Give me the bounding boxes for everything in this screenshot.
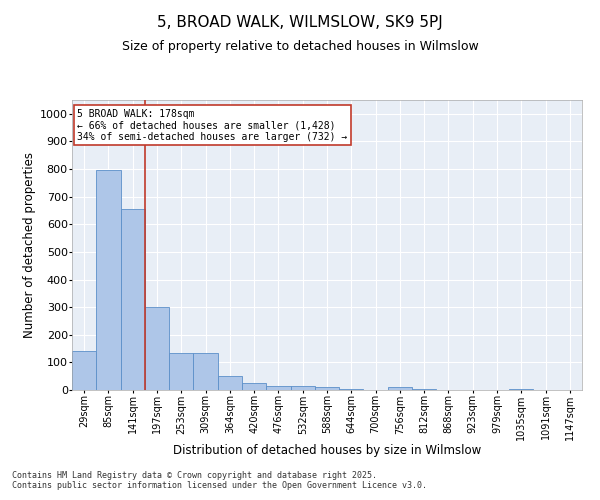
Bar bbox=[169, 352, 193, 390]
Bar bbox=[388, 387, 412, 390]
Bar bbox=[509, 388, 533, 390]
Bar bbox=[339, 388, 364, 390]
Text: 5, BROAD WALK, WILMSLOW, SK9 5PJ: 5, BROAD WALK, WILMSLOW, SK9 5PJ bbox=[157, 15, 443, 30]
X-axis label: Distribution of detached houses by size in Wilmslow: Distribution of detached houses by size … bbox=[173, 444, 481, 456]
Y-axis label: Number of detached properties: Number of detached properties bbox=[23, 152, 35, 338]
Bar bbox=[218, 376, 242, 390]
Bar bbox=[266, 386, 290, 390]
Bar bbox=[72, 352, 96, 390]
Text: 5 BROAD WALK: 178sqm
← 66% of detached houses are smaller (1,428)
34% of semi-de: 5 BROAD WALK: 178sqm ← 66% of detached h… bbox=[77, 108, 347, 142]
Text: Contains HM Land Registry data © Crown copyright and database right 2025.
Contai: Contains HM Land Registry data © Crown c… bbox=[12, 470, 427, 490]
Bar bbox=[242, 383, 266, 390]
Bar bbox=[315, 387, 339, 390]
Text: Size of property relative to detached houses in Wilmslow: Size of property relative to detached ho… bbox=[122, 40, 478, 53]
Bar bbox=[145, 307, 169, 390]
Bar bbox=[193, 352, 218, 390]
Bar bbox=[412, 388, 436, 390]
Bar bbox=[96, 170, 121, 390]
Bar bbox=[290, 386, 315, 390]
Bar bbox=[121, 209, 145, 390]
